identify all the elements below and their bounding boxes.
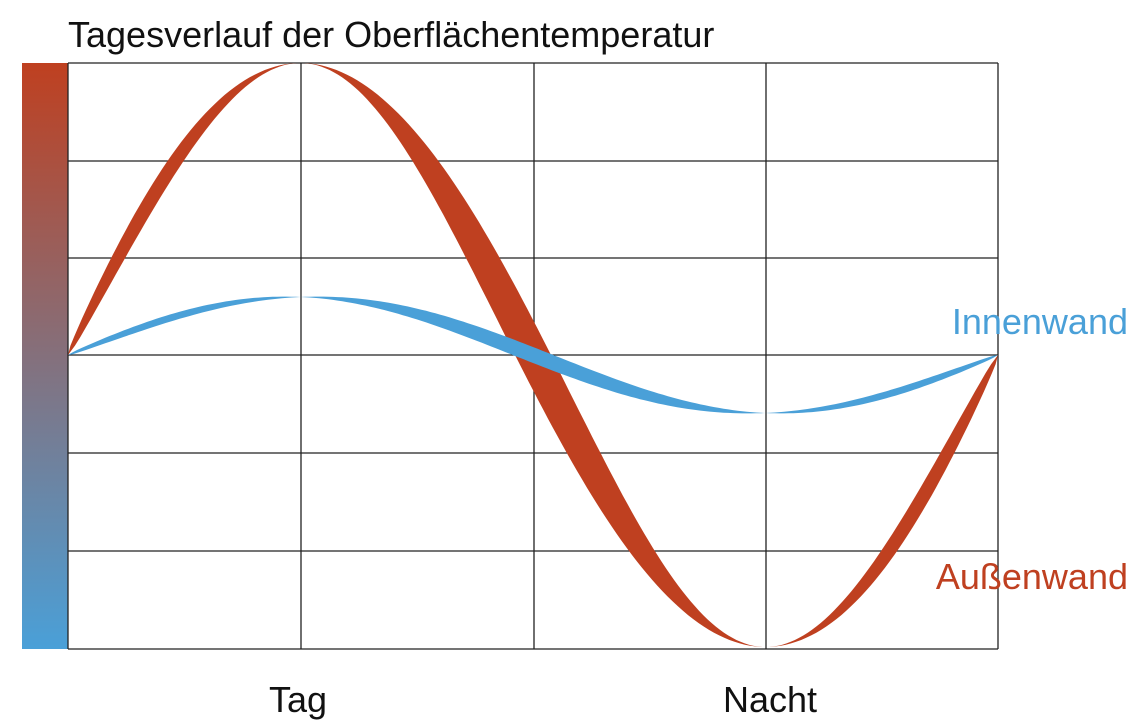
title: Tagesverlauf der Oberflächentemperatur (68, 14, 714, 55)
x-label: Nacht (723, 679, 817, 720)
x-label: Tag (269, 679, 327, 720)
temperature-scale (22, 63, 68, 649)
grid (67, 62, 999, 650)
curve-label: Innenwand (952, 301, 1128, 342)
inner-wall-curve (68, 296, 998, 414)
curve-label: Außenwand (936, 556, 1128, 597)
